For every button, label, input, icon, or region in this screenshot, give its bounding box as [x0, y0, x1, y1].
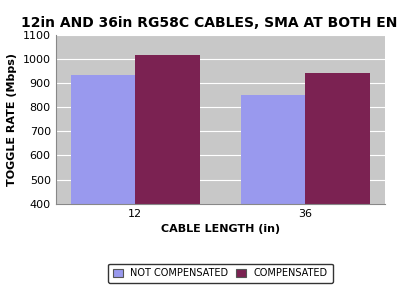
- Bar: [135, 55, 200, 291]
- Legend: NOT COMPENSATED, COMPENSATED: NOT COMPENSATED, COMPENSATED: [108, 264, 333, 283]
- Bar: [241, 95, 305, 291]
- Title: 12in AND 36in RG58C CABLES, SMA AT BOTH ENDS: 12in AND 36in RG58C CABLES, SMA AT BOTH …: [21, 16, 397, 30]
- Bar: [305, 73, 370, 291]
- X-axis label: CABLE LENGTH (in): CABLE LENGTH (in): [161, 224, 280, 234]
- Y-axis label: TOGGLE RATE (Mbps): TOGGLE RATE (Mbps): [7, 53, 17, 186]
- Bar: [71, 75, 135, 291]
